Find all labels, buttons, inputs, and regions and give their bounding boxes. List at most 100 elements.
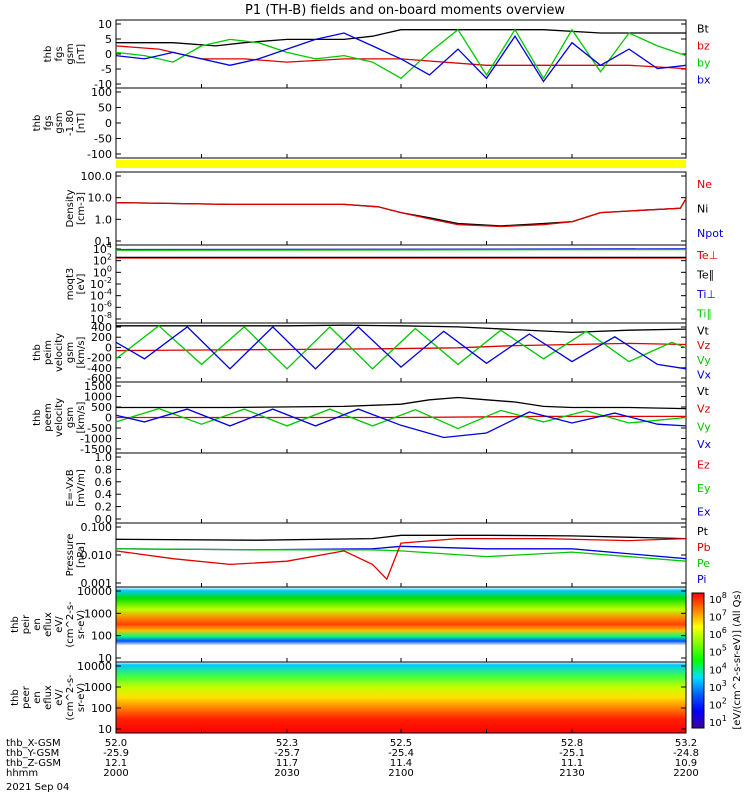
legend-entry: bx: [697, 74, 711, 87]
series-line-Pi: [115, 545, 687, 560]
legend-entry: Ti⊥: [696, 288, 716, 301]
legend-entry: Vx: [697, 438, 712, 451]
y-tick-label: 10000: [77, 585, 112, 598]
legend-entry: Vy: [697, 420, 711, 433]
legend-entry: Npot: [697, 227, 724, 240]
x-tick-label: 12.1: [105, 758, 127, 769]
x-tick-label: 53.2: [675, 738, 697, 749]
x-row-label: thb_Z-GSM: [6, 758, 61, 769]
y-axis-label: gsm: [65, 407, 76, 428]
y-axis-label: [nPa]: [76, 542, 87, 568]
y-tick-label: -10: [94, 78, 112, 91]
legend-entry: Vz: [697, 339, 711, 352]
y-tick-label: 0: [105, 412, 112, 425]
panel-frame: [115, 244, 687, 324]
availability-bar: [116, 160, 686, 168]
y-axis-label: [nT]: [76, 113, 87, 133]
y-axis-label: Density: [65, 189, 76, 227]
colorbar: 108 107 106 105 104 103 102 101 [eV/(cm^2-s-sr-e…: [691, 590, 743, 730]
y-axis-label: thb: [10, 616, 21, 633]
colorbar-label: 104: [709, 661, 727, 676]
y-axis-label: en: [32, 691, 43, 704]
series-line-Ti∥: [115, 248, 687, 251]
x-row-label: thb_Y-GSM: [6, 748, 59, 759]
y-tick-label: 1000: [84, 607, 112, 620]
y-axis-label: (cm^2-s-: [65, 674, 76, 721]
panel-9: 10000 1000 100 10 thb peir en eflux eV/(cm^2-s-s…: [10, 585, 687, 665]
panel-frame: [115, 452, 687, 524]
x-tick-label: 11.7: [276, 758, 298, 769]
legend-entry: Pe: [697, 557, 710, 570]
y-tick-label: -5: [101, 63, 112, 76]
y-tick-label: 0: [105, 341, 112, 354]
x-tick-label: 2130: [559, 768, 584, 779]
y-tick-label: 500: [91, 401, 112, 414]
y-tick-label: -1000: [80, 433, 112, 446]
y-tick-label: 10: [98, 652, 112, 665]
y-tick-label: 0.1: [95, 235, 113, 248]
y-axis-label: eV/: [54, 616, 65, 633]
y-tick-label: 10.0: [88, 192, 113, 205]
series-line-Vz: [115, 342, 687, 352]
y-tick-label: -1500: [80, 443, 112, 456]
y-axis-label: peer: [21, 685, 32, 709]
panel-1: 10 5 0 -5 -10 thb fgs gsm [nT] Bt bz by bx: [43, 18, 711, 91]
colorbar-label: 107: [709, 609, 727, 624]
series-line-Vy: [115, 324, 687, 370]
series-line-Pe: [115, 548, 687, 562]
y-tick-label: 10: [98, 723, 112, 736]
series-line-Vx: [115, 325, 687, 370]
legend-entry: Te∥: [696, 268, 714, 281]
y-tick-label: -100: [87, 148, 112, 161]
y-tick-label: 1.0: [95, 451, 113, 464]
y-axis-label: [nT]: [76, 44, 87, 64]
colorbar-label: 103: [709, 679, 727, 694]
series-line-Vx: [115, 408, 687, 439]
y-axis-label: moqt3: [65, 268, 76, 301]
legend-entry: Vz: [697, 403, 711, 416]
legend-entry: Ex: [697, 505, 711, 518]
legend-entry: Ti∥: [696, 307, 712, 320]
legend-entry: Vy: [697, 354, 711, 367]
y-axis-label: peem: [43, 403, 54, 431]
colorbar-label: 105: [709, 644, 727, 659]
y-axis-label: gsm: [65, 43, 76, 64]
x-tick-label: 11.4: [390, 758, 412, 769]
x-tick-label: -25.9: [103, 748, 129, 759]
y-tick-label: 10000: [77, 660, 112, 673]
x-tick-label: 52.5: [390, 738, 412, 749]
y-tick-label: 0.8: [95, 463, 113, 476]
series-line-Bt: [116, 29, 686, 47]
y-axis-label: en: [32, 618, 43, 631]
series-line-Vt: [116, 324, 687, 334]
series-line-bx: [115, 32, 687, 83]
series-line-Pb: [115, 537, 687, 581]
x-row-label: hhmm: [6, 768, 38, 779]
y-axis-label: thb: [32, 344, 43, 361]
x-tick-label: 2100: [388, 768, 413, 779]
legend-entry: Pt: [697, 525, 709, 538]
spectrogram-image: [116, 662, 686, 733]
y-axis-label: eflux: [43, 612, 54, 637]
y-axis-label: eflux: [43, 685, 54, 710]
series-line-Ne: [115, 198, 687, 228]
x-axis-labels: thb_X-GSM 52.0 52.3 52.5 52.8 53.2 thb_Y-GSM -2…: [6, 738, 699, 793]
y-axis-label: thb: [32, 409, 43, 426]
y-tick-label: 1500: [84, 380, 112, 393]
series-line-Vt: [116, 396, 687, 410]
panel-frame: [115, 171, 687, 246]
series-line-Vz: [116, 415, 686, 419]
y-tick-label: 400: [91, 321, 112, 334]
legend-entry: Vt: [697, 324, 710, 337]
y-tick-label: 100: [91, 702, 112, 715]
legend-entry: Ey: [697, 482, 711, 495]
colorbar-label: 108: [709, 591, 727, 606]
y-tick-label: 0: [105, 48, 112, 61]
x-tick-label: -25.1: [559, 748, 585, 759]
y-tick-label: 1000: [84, 391, 112, 404]
chart-title: P1 (TH-B) fields and on-board moments ov…: [245, 3, 565, 18]
